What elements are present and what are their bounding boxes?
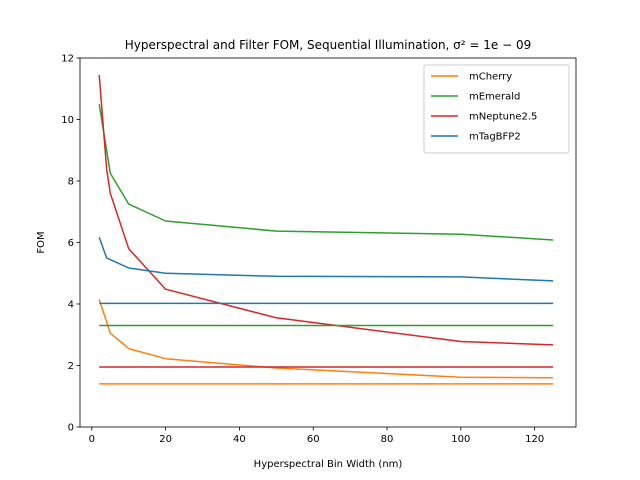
legend-entry: mEmerald — [469, 92, 520, 103]
x-tick-label: 20 — [159, 434, 172, 445]
x-tick-label: 0 — [89, 434, 95, 445]
x-tick-label: 80 — [381, 434, 394, 445]
y-tick-label: 10 — [61, 115, 74, 126]
legend-entry: mCherry — [469, 72, 512, 83]
series-line-memerald — [98, 103, 554, 241]
x-tick-label: 60 — [307, 434, 320, 445]
y-tick-label: 0 — [68, 423, 74, 434]
y-tick-label: 8 — [68, 177, 74, 188]
chart-title: Hyperspectral and Filter FOM, Sequential… — [125, 38, 532, 52]
plot-lines — [98, 74, 554, 385]
x-tick-label: 120 — [525, 434, 544, 445]
series-line-mneptune2-5 — [98, 74, 554, 346]
x-axis-label: Hyperspectral Bin Width (nm) — [254, 459, 403, 470]
series-line-mtagbfp2 — [98, 237, 554, 282]
legend-entry: mTagBFP2 — [469, 132, 521, 143]
y-tick-label: 6 — [68, 238, 74, 249]
y-tick-label: 2 — [68, 361, 74, 372]
y-axis-ticks: 0 2 4 6 8 10 12 — [61, 54, 80, 434]
x-tick-label: 40 — [233, 434, 246, 445]
legend-entry: mNeptune2.5 — [469, 112, 537, 123]
y-tick-label: 12 — [61, 54, 74, 65]
y-axis-label: FOM — [36, 231, 47, 253]
x-axis-ticks: 0 20 40 60 80 100 120 — [89, 427, 544, 445]
y-tick-label: 4 — [68, 300, 74, 311]
x-tick-label: 100 — [451, 434, 470, 445]
series-line-mcherry — [98, 299, 554, 379]
legend: mCherry mEmerald mNeptune2.5 mTagBFP2 — [423, 64, 570, 154]
legend-box — [423, 64, 570, 154]
